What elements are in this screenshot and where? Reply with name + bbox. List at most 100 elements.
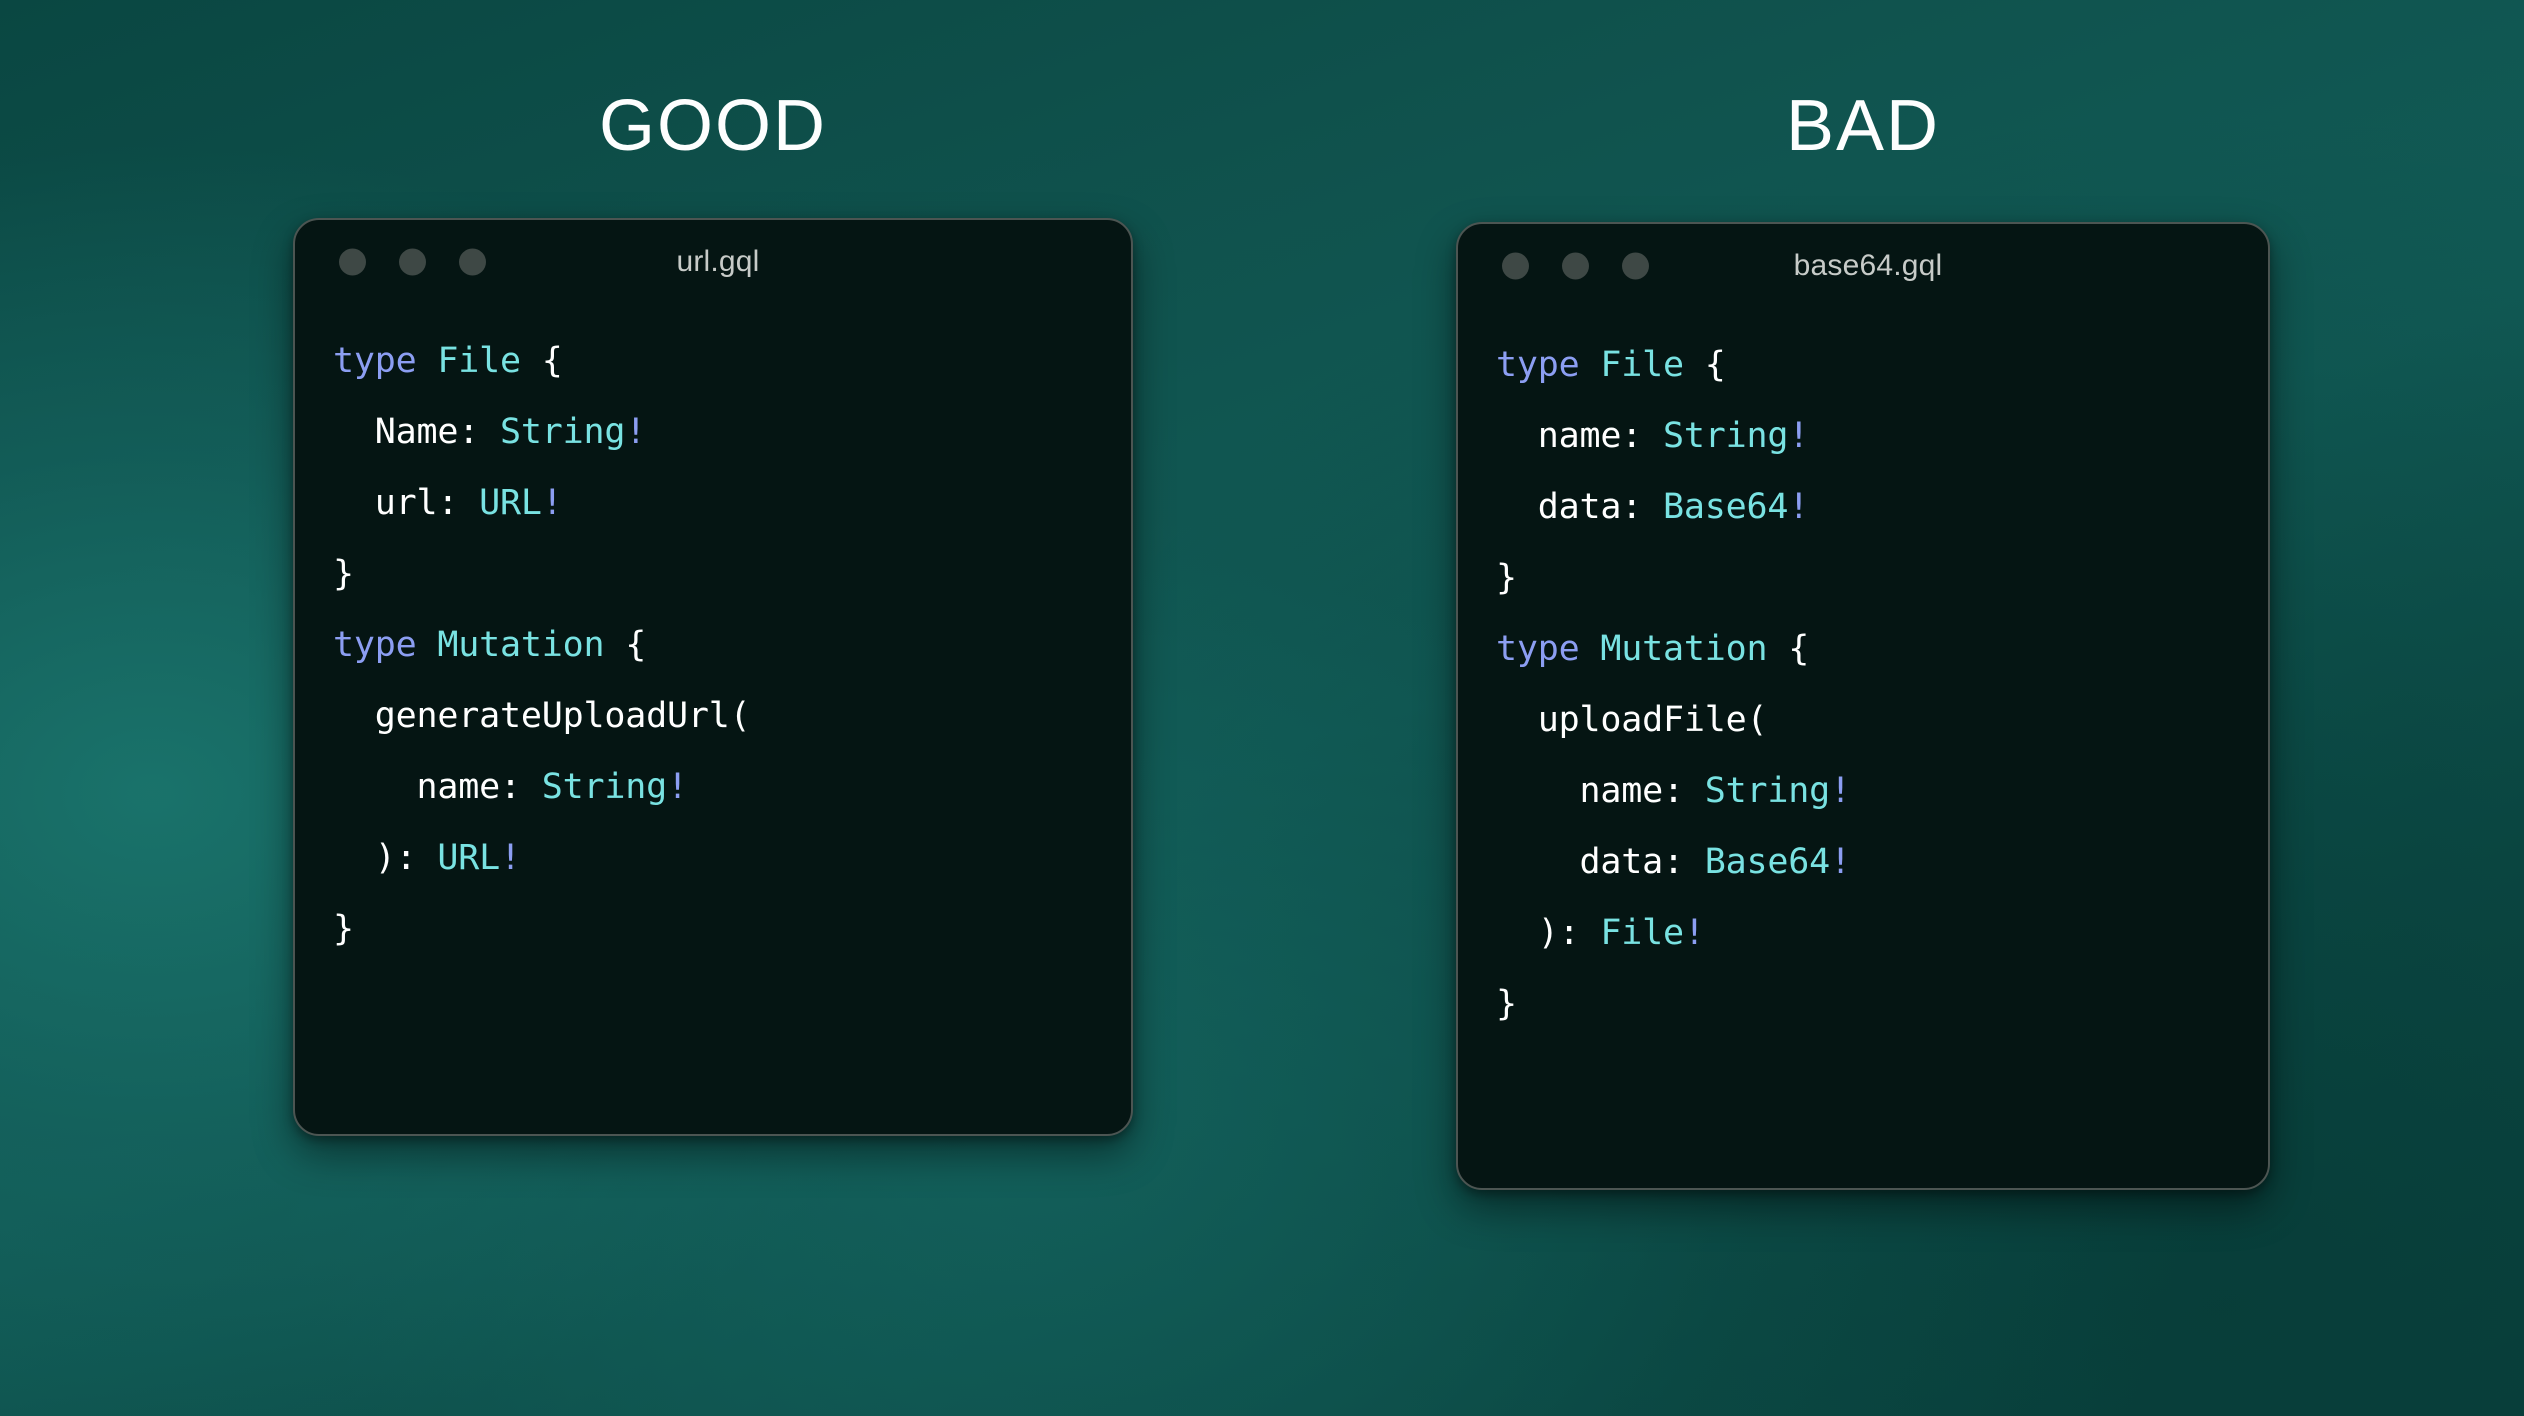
code-token-bracket: } [333,554,354,594]
code-line: } [1496,969,2268,1040]
code-token-plain [1767,629,1788,669]
code-token-bang: ! [625,412,647,452]
code-token-plain [521,341,542,381]
code-line: type File { [333,326,1131,397]
code-line: type Mutation { [1496,614,2268,685]
code-token-plain: name: [416,767,522,807]
code-token-type: File [1600,913,1684,953]
code-token-plain [417,341,438,381]
code-line: } [333,894,1131,965]
code-line: Name: String! [333,397,1131,468]
code-token-bracket: { [1788,629,1810,669]
code-token-keyword: type [333,625,417,665]
code-line: data: Base64! [1496,827,2268,898]
window-titlebar-bad: base64.gql [1458,224,2268,308]
code-line: name: String! [333,752,1131,823]
close-dot-icon[interactable] [339,248,366,276]
code-token-plain [1684,345,1705,385]
code-token-plain: Name: [374,412,480,452]
code-token-plain [458,483,479,523]
code-token-bracket: } [1496,558,1517,598]
code-token-plain [604,625,625,665]
code-token-type: Mutation [1600,629,1768,669]
code-token-type: String [1662,416,1789,456]
code-block-good: type File { Name: String! url: URL!} type… [295,304,1131,965]
code-token-type: String [1704,771,1830,811]
code-token-plain: uploadFile( [1537,700,1768,740]
code-line: } [333,539,1131,610]
code-token-type: URL [479,483,542,523]
code-token-plain [1684,842,1705,882]
maximize-dot-icon[interactable] [459,248,486,276]
code-token-type: Mutation [437,625,605,665]
code-token-plain [521,767,542,807]
code-token-bang: ! [1829,771,1851,811]
code-line: type File { [1496,330,2268,401]
code-token-plain [1580,629,1601,669]
code-window-good: url.gql type File { Name: String! url: U… [293,218,1133,1136]
code-line: generateUploadUrl( [333,681,1131,752]
code-token-bracket: } [1496,984,1517,1024]
close-dot-icon[interactable] [1502,252,1529,280]
code-token-plain: name: [1537,416,1643,456]
code-token-bang: ! [1788,487,1810,527]
maximize-dot-icon[interactable] [1622,252,1649,280]
code-token-bang: ! [1788,416,1810,456]
code-token-plain [1642,487,1663,527]
traffic-lights-good [339,248,486,276]
code-line: uploadFile( [1496,685,2268,756]
code-token-plain: name: [1579,771,1685,811]
code-line: url: URL! [333,468,1131,539]
window-titlebar-good: url.gql [295,220,1131,304]
minimize-dot-icon[interactable] [1562,252,1589,280]
code-token-plain [417,838,438,878]
code-token-bang: ! [1829,842,1851,882]
code-window-bad: base64.gql type File { name: String! dat… [1456,222,2270,1190]
window-filename-good: url.gql [676,245,760,278]
code-token-plain [1580,345,1601,385]
code-token-type: Base64 [1704,842,1830,882]
code-token-bang: ! [500,838,521,878]
code-token-type: File [437,341,521,381]
code-line: } [1496,543,2268,614]
code-line: name: String! [1496,401,2268,472]
code-token-type: File [1600,345,1684,385]
code-token-bracket: { [625,625,647,665]
code-token-plain: generateUploadUrl( [374,696,751,736]
code-token-type: String [499,412,626,452]
code-block-bad: type File { name: String! data: Base64!}… [1458,308,2268,1040]
code-token-keyword: type [1496,629,1580,669]
code-line: type Mutation { [333,610,1131,681]
traffic-lights-bad [1502,252,1649,280]
code-line: name: String! [1496,756,2268,827]
panel-heading-bad: BAD [1785,86,1941,166]
code-token-type: String [541,767,667,807]
code-token-plain [1684,771,1705,811]
code-token-bracket: { [1704,345,1726,385]
code-token-type: URL [437,838,500,878]
code-token-keyword: type [333,341,417,381]
code-line: ): URL! [333,823,1131,894]
code-token-bracket: { [541,341,563,381]
code-token-plain [417,625,438,665]
code-token-type: Base64 [1662,487,1789,527]
code-token-bang: ! [541,483,563,523]
code-token-plain [1642,416,1663,456]
code-token-plain: ): [374,838,417,878]
code-token-bracket: } [333,909,354,949]
code-token-keyword: type [1496,345,1580,385]
code-token-plain [1580,913,1601,953]
code-token-plain: url: [374,483,459,523]
code-token-plain: data: [1537,487,1643,527]
minimize-dot-icon[interactable] [399,248,426,276]
code-token-plain [479,412,500,452]
code-token-plain: data: [1579,842,1685,882]
code-line: ): File! [1496,898,2268,969]
window-filename-bad: base64.gql [1793,249,1943,282]
panel-heading-good: GOOD [598,86,827,166]
code-token-plain: ): [1537,913,1580,953]
code-token-bang: ! [1683,913,1705,953]
code-token-bang: ! [666,767,688,807]
code-line: data: Base64! [1496,472,2268,543]
